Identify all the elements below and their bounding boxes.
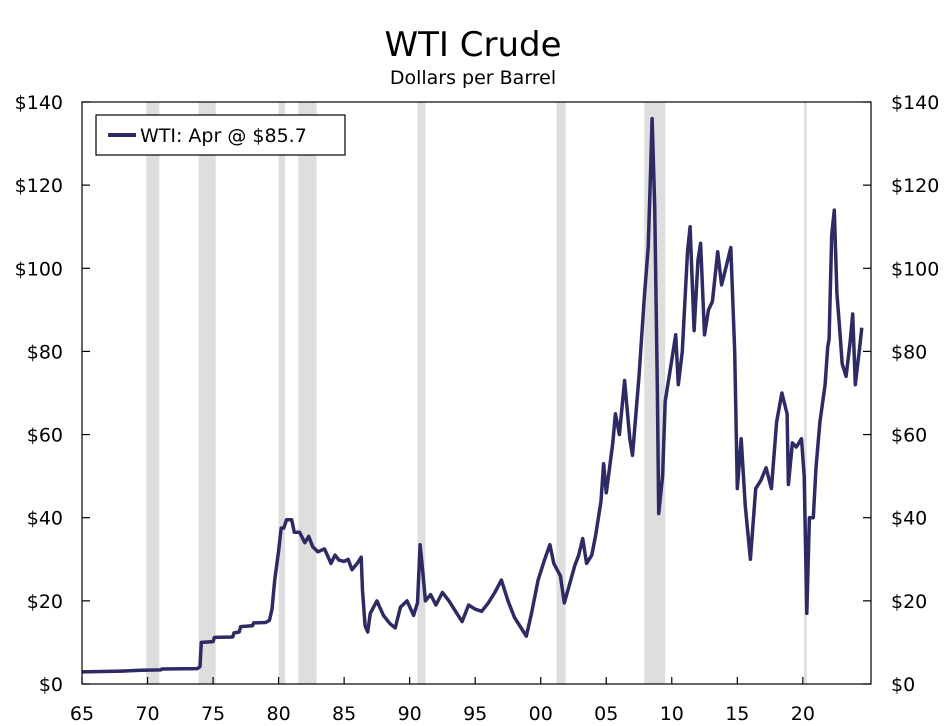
- recession-band-2: [278, 102, 286, 684]
- recession-band-4: [417, 102, 426, 684]
- y-tick-left-label: $80: [27, 341, 63, 363]
- y-axis-left: $0 $20 $40 $60 $80 $100 $120 $140: [15, 92, 90, 696]
- recession-band-0: [146, 102, 160, 684]
- y-tick-left-label: $40: [27, 508, 63, 530]
- x-tick-label: 85: [332, 703, 356, 725]
- x-axis: 65 70 75 80 85 90 95 00 05 10 15 20: [70, 677, 815, 725]
- x-tick-label: 15: [725, 703, 749, 725]
- recession-shading: [146, 102, 807, 684]
- y-tick-left-label: $100: [15, 258, 63, 280]
- series-layer: [81, 116, 864, 674]
- y-tick-right-label: $80: [891, 341, 927, 363]
- chart-title: WTI Crude: [385, 25, 562, 65]
- y-axis-right: $0 $20 $40 $60 $80 $100 $120 $140: [863, 92, 939, 696]
- recession-band-5: [556, 102, 566, 684]
- recession-band-7: [804, 102, 807, 684]
- y-tick-right-label: $120: [891, 175, 939, 197]
- x-tick-label: 20: [791, 703, 815, 725]
- y-tick-right-label: $40: [891, 508, 927, 530]
- series-line-wti: [81, 116, 864, 674]
- recession-band-3: [298, 102, 317, 684]
- y-tick-right-label: $20: [891, 591, 927, 613]
- y-tick-right-label: $140: [891, 92, 939, 114]
- y-tick-left-label: $120: [15, 175, 63, 197]
- x-tick-label: 70: [135, 703, 159, 725]
- recession-band-1: [198, 102, 216, 684]
- x-tick-label: 00: [529, 703, 553, 725]
- y-tick-left-label: $20: [27, 591, 63, 613]
- x-tick-label: 10: [660, 703, 684, 725]
- x-tick-label: 05: [594, 703, 618, 725]
- y-tick-left-label: $60: [27, 425, 63, 447]
- y-tick-right-label: $100: [891, 258, 939, 280]
- x-tick-label: 65: [70, 703, 94, 725]
- x-tick-label: 95: [463, 703, 487, 725]
- x-tick-label: 90: [398, 703, 422, 725]
- chart-subtitle: Dollars per Barrel: [390, 67, 556, 89]
- y-tick-right-label: $60: [891, 425, 927, 447]
- y-tick-right-label: $0: [891, 674, 915, 696]
- y-tick-left-label: $140: [15, 92, 63, 114]
- y-tick-left-label: $0: [39, 674, 63, 696]
- plot-frame: [81, 101, 872, 685]
- x-tick-label: 75: [201, 703, 225, 725]
- legend-box: [95, 114, 346, 156]
- x-tick-label: 80: [267, 703, 291, 725]
- legend-label: WTI: Apr @ $85.7: [140, 125, 307, 147]
- legend: WTI: Apr @ $85.7: [95, 114, 346, 156]
